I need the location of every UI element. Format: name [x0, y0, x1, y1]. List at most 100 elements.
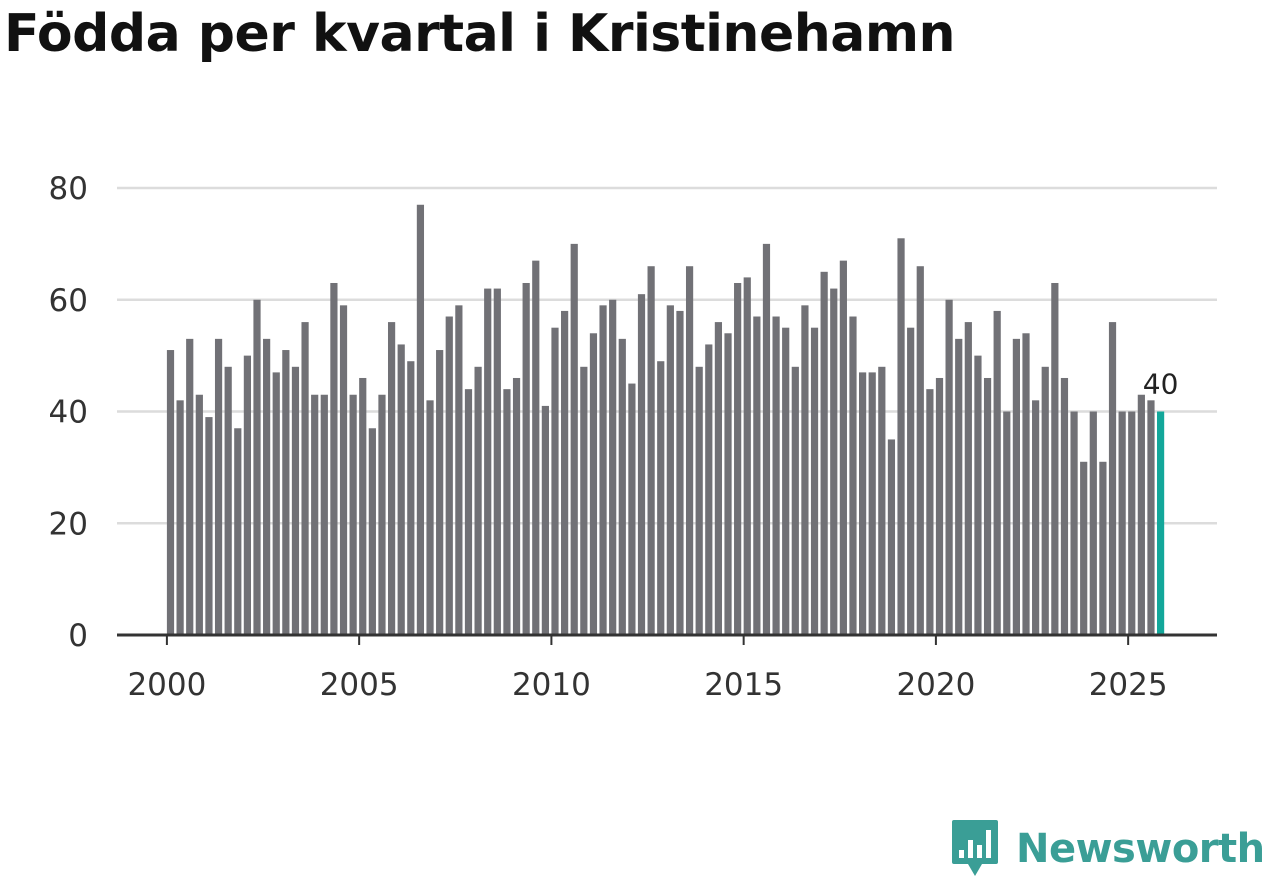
bar [705, 344, 713, 635]
bar [1147, 400, 1155, 635]
bar [455, 305, 463, 635]
x-tick-label: 2005 [320, 667, 399, 703]
y-tick-label: 80 [49, 171, 88, 207]
bar [291, 366, 300, 635]
x-tick-label: 2015 [704, 667, 783, 703]
bar [532, 260, 540, 635]
bar [263, 338, 271, 635]
bar [887, 439, 896, 635]
bar [464, 389, 473, 635]
bar [868, 372, 876, 635]
bar [1099, 461, 1107, 635]
bar [1032, 400, 1040, 635]
bar [926, 389, 934, 635]
bar [205, 417, 213, 635]
bar [714, 322, 723, 635]
bar [599, 305, 607, 635]
bar [282, 350, 290, 635]
bar [416, 204, 425, 635]
bar [810, 327, 819, 635]
bar [301, 322, 309, 635]
bar [195, 394, 203, 635]
bar [907, 327, 915, 635]
x-tick-label: 2020 [896, 667, 975, 703]
bar [330, 282, 338, 635]
bar [618, 338, 626, 635]
bar [724, 333, 732, 635]
bar [426, 400, 434, 635]
bar [561, 310, 569, 635]
bar [214, 338, 223, 635]
x-tick-label: 2025 [1089, 667, 1168, 703]
bar [551, 327, 559, 635]
bar [878, 366, 886, 635]
bars [166, 204, 1165, 635]
bar [609, 299, 617, 635]
bar [339, 305, 348, 635]
bar [512, 377, 521, 635]
bar [522, 282, 530, 635]
bar [186, 338, 194, 635]
y-tick-label: 0 [68, 618, 88, 654]
bar-latest [1156, 411, 1165, 635]
bar-chart: 0 20 40 60 80 2000 2005 2010 2015 2020 2025 40 [49, 171, 1217, 703]
bar [1012, 338, 1020, 635]
bar [628, 383, 636, 635]
bar [445, 316, 453, 635]
bar [849, 316, 857, 635]
bar [320, 394, 328, 635]
bar [1041, 366, 1049, 635]
bar [801, 305, 809, 635]
bar [570, 243, 578, 635]
bar [484, 288, 492, 635]
bar [1051, 282, 1059, 635]
bar [955, 338, 963, 635]
bar [234, 428, 242, 635]
newsworthy-logo-icon [952, 820, 998, 876]
newsworthy-logo: Newsworthy [950, 818, 1262, 880]
bar [311, 394, 319, 635]
bar [839, 260, 847, 635]
bar [1089, 411, 1097, 635]
bar [243, 355, 251, 635]
newsworthy-logo-text: Newsworthy [1016, 826, 1262, 872]
bar [368, 428, 376, 635]
bar [253, 299, 261, 635]
bar [1003, 411, 1011, 635]
bar [743, 277, 751, 635]
bar [647, 266, 655, 635]
x-tick-label: 2010 [512, 667, 591, 703]
bar [657, 361, 665, 635]
bar [734, 282, 742, 635]
bar [1108, 322, 1117, 635]
bar [762, 243, 771, 635]
bar [176, 400, 184, 635]
bar [820, 271, 828, 635]
y-tick-label: 60 [49, 283, 88, 319]
bar [964, 322, 972, 635]
bar [993, 310, 1001, 635]
bar [589, 333, 598, 635]
bar [580, 366, 588, 635]
last-value-label: 40 [1143, 368, 1179, 401]
bar [166, 350, 175, 635]
bar [1022, 333, 1030, 635]
bar [1080, 461, 1088, 635]
bar [666, 305, 674, 635]
bar [1070, 411, 1078, 635]
bar [637, 294, 646, 635]
bar [1137, 394, 1145, 635]
bar [782, 327, 790, 635]
bar [349, 394, 357, 635]
bar [897, 238, 905, 635]
bar [676, 310, 684, 635]
bar [397, 344, 405, 635]
x-tick-label: 2000 [127, 667, 206, 703]
bar [916, 266, 924, 635]
bar [224, 366, 232, 635]
chart-title: Födda per kvartal i Kristinehamn [4, 4, 956, 64]
bar [407, 361, 415, 635]
bar [859, 372, 867, 635]
bar [436, 350, 444, 635]
bar [983, 377, 992, 635]
